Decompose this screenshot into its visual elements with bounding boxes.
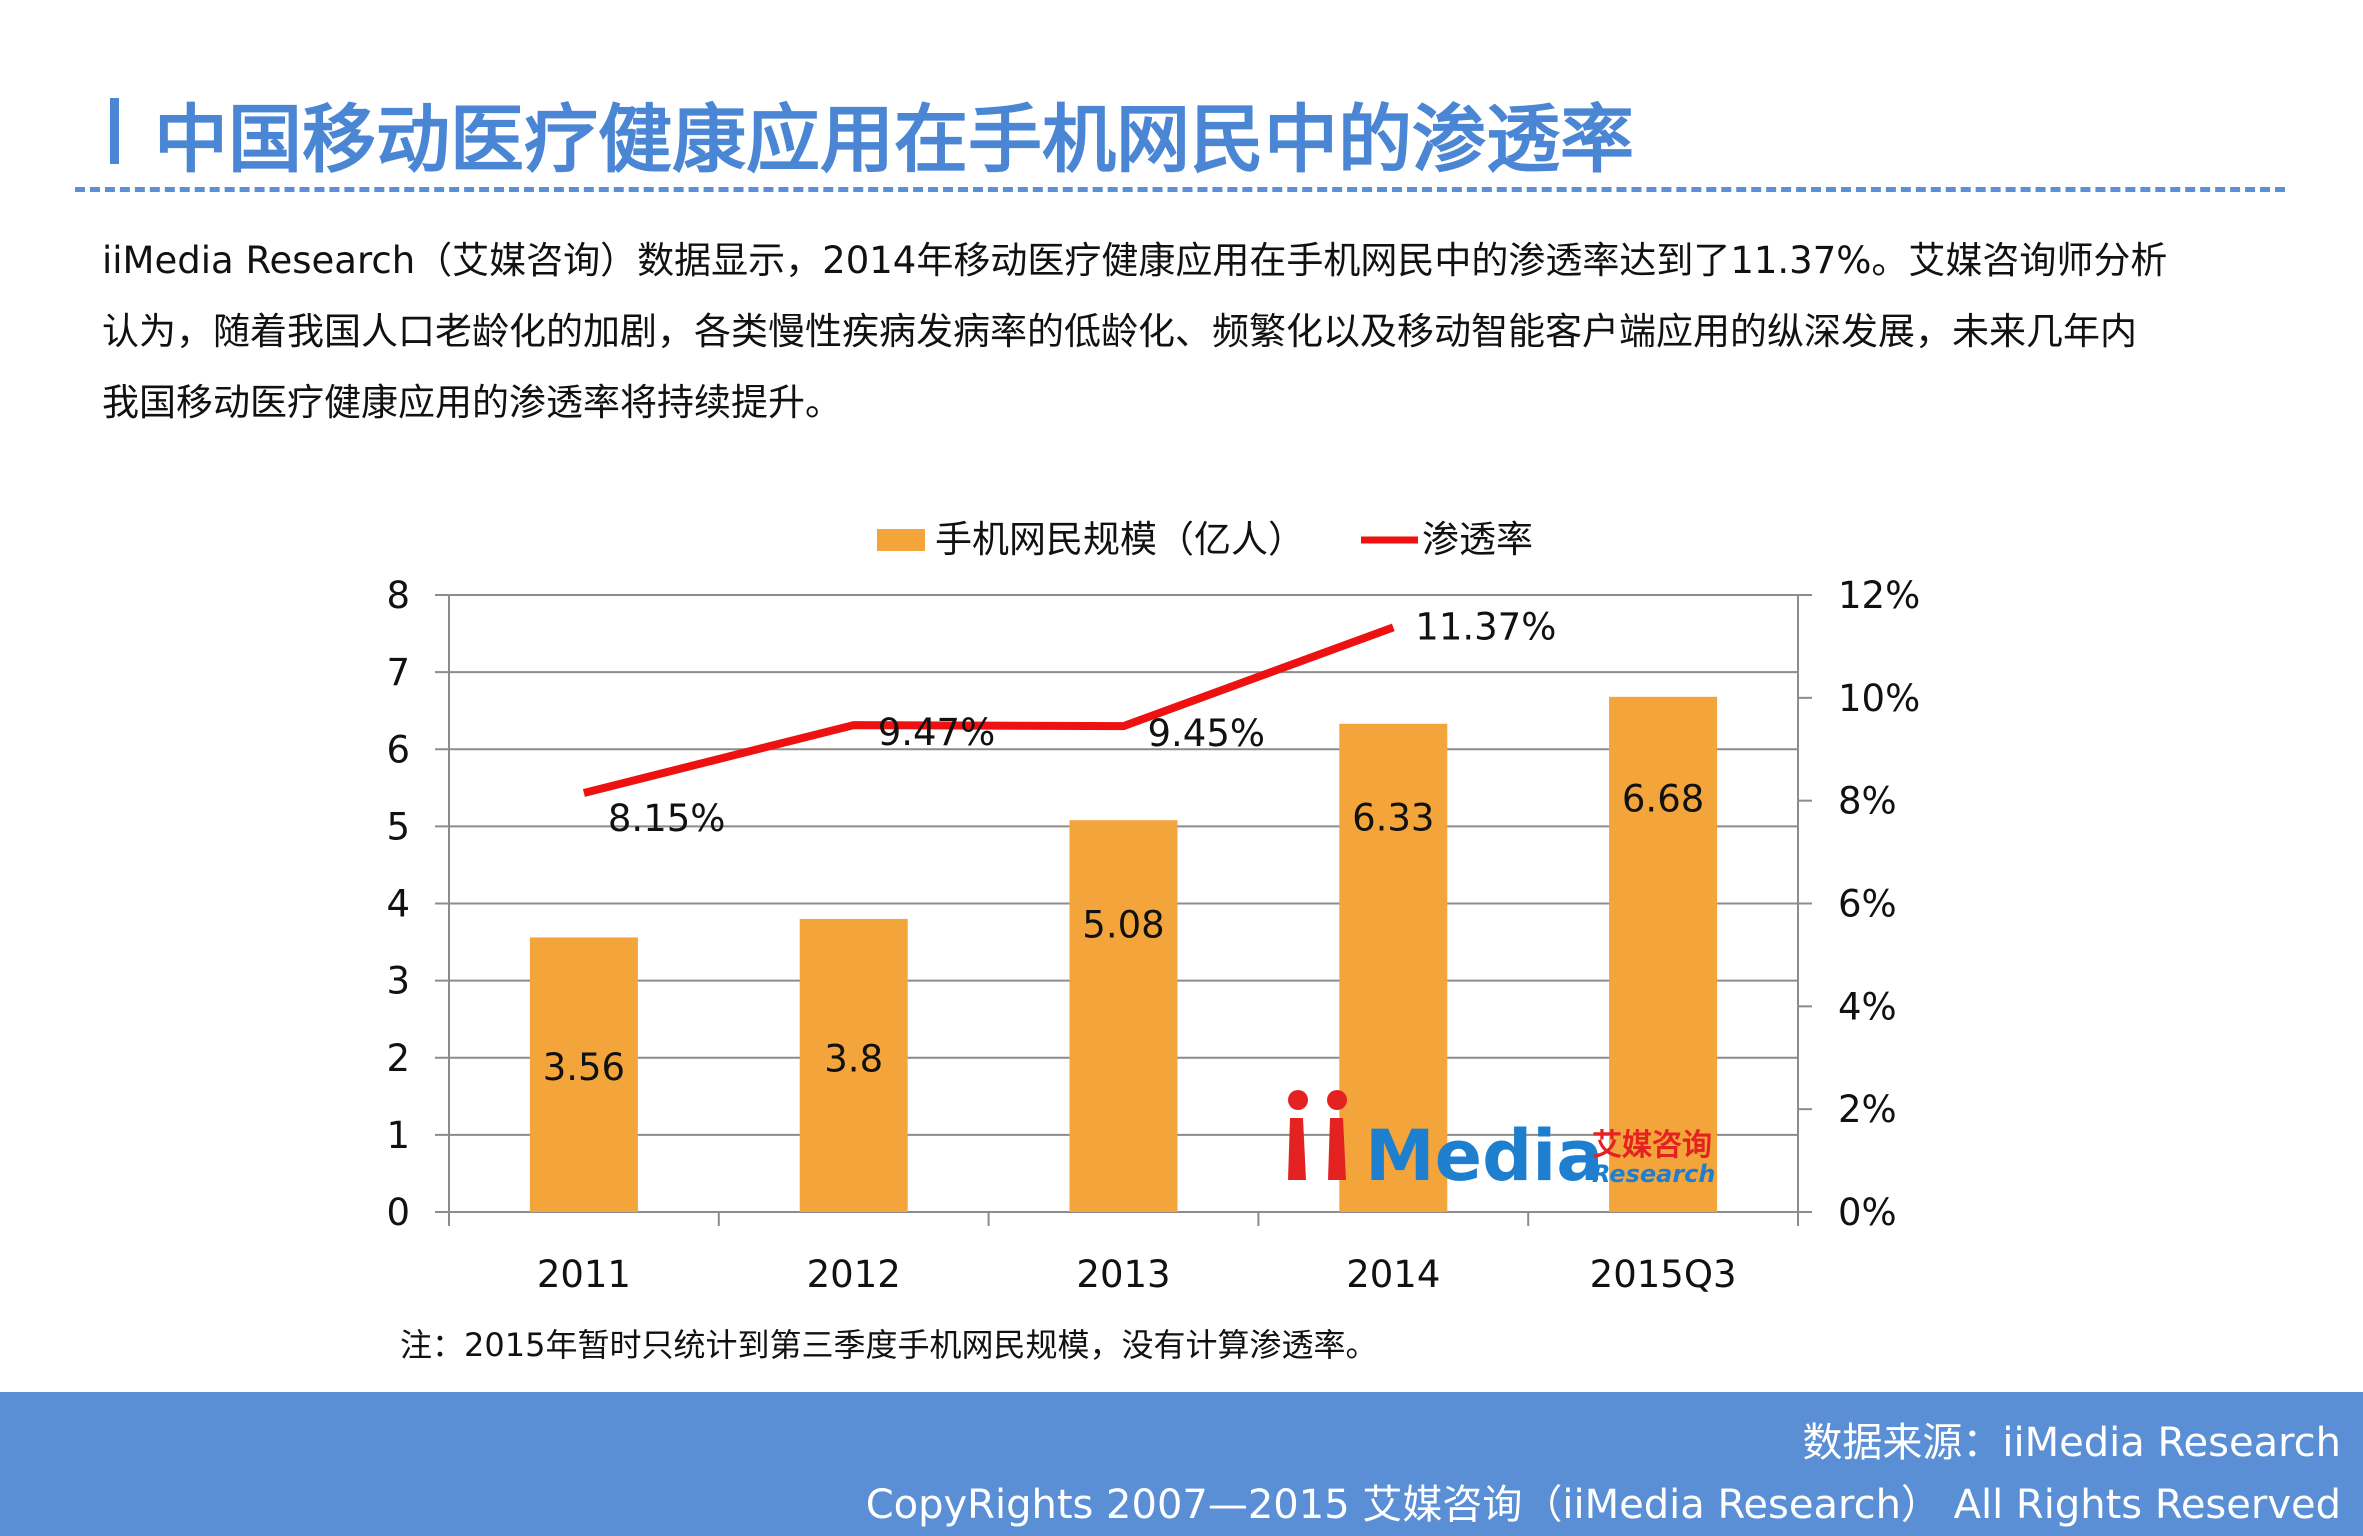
left-tick-label: 4	[386, 883, 410, 926]
left-tick-label: 0	[386, 1191, 410, 1234]
line-value-label: 11.37%	[1415, 605, 1556, 648]
imedia-watermark-logo: Media 艾媒咨询 Research	[1288, 1090, 1715, 1197]
left-tick-label: 6	[386, 728, 410, 771]
right-tick-label: 8%	[1838, 780, 1897, 823]
bar-value-label: 3.56	[543, 1046, 625, 1089]
bar-value-label: 5.08	[1082, 904, 1164, 947]
line-value-label: 9.47%	[878, 711, 996, 754]
paragraph-line: 我国移动医疗健康应用的渗透率将持续提升。	[102, 381, 842, 424]
x-tick-label: 2014	[1346, 1253, 1440, 1296]
bar	[1069, 820, 1178, 1212]
left-tick-label: 2	[386, 1037, 410, 1080]
line-value-label: 8.15%	[608, 797, 726, 840]
combo-chart: 0 1 2 3 4 5 6 7 8 0% 2% 4% 6% 8% 10% 12% Media 艾媒咨询 Res…	[386, 518, 1920, 1296]
left-tick-label: 3	[386, 960, 410, 1003]
legend-line-label: 渗透率	[1422, 518, 1533, 561]
right-tick-label: 4%	[1838, 985, 1897, 1028]
left-tick-label: 8	[386, 574, 410, 617]
left-tick-label: 5	[386, 805, 410, 848]
right-tick-label: 10%	[1838, 677, 1920, 720]
footer-band: 数据来源：iiMedia Research CopyRights 2007—20…	[0, 1392, 2363, 1536]
paragraph-line: 认为，随着我国人口老龄化的加剧，各类慢性疾病发病率的低龄化、频繁化以及移动智能客…	[102, 310, 2137, 353]
right-tick-label: 6%	[1838, 883, 1897, 926]
bar-value-label: 3.8	[824, 1037, 883, 1080]
footer-source: 数据来源：iiMedia Research	[1802, 1420, 2341, 1466]
right-tick-label: 0%	[1838, 1191, 1897, 1234]
bar	[1609, 696, 1718, 1212]
right-tick-label: 12%	[1838, 574, 1920, 617]
chart-note: 注：2015年暂时只统计到第三季度手机网民规模，没有计算渗透率。	[400, 1326, 1378, 1364]
bar-value-label: 6.68	[1622, 777, 1704, 820]
title-accent-bar	[110, 98, 119, 164]
watermark-sub: Research	[1592, 1160, 1715, 1188]
penetration-line	[582, 623, 1395, 797]
right-tick-label: 2%	[1838, 1088, 1897, 1131]
summary-paragraph: iiMedia Research（艾媒咨询）数据显示，2014年移动医疗健康应用…	[102, 225, 2282, 438]
watermark-cn: 艾媒咨询	[1592, 1128, 1712, 1163]
legend-bar-swatch	[877, 529, 925, 551]
x-tick-label: 2012	[807, 1253, 901, 1296]
x-tick-label: 2013	[1076, 1253, 1170, 1296]
bar	[1339, 723, 1448, 1212]
svg-text:Media: Media	[1365, 1115, 1603, 1197]
title-divider	[75, 187, 2285, 192]
footer-copyright: CopyRights 2007—2015 艾媒咨询（iiMedia Resear…	[865, 1482, 2341, 1528]
paragraph-line: iiMedia Research（艾媒咨询）数据显示，2014年移动医疗健康应用…	[102, 239, 2168, 282]
page-title: 中国移动医疗健康应用在手机网民中的渗透率	[154, 97, 1634, 183]
legend-bar-label: 手机网民规模（亿人）	[935, 518, 1305, 561]
left-tick-label: 1	[386, 1114, 410, 1157]
x-tick-label: 2011	[537, 1253, 631, 1296]
bar	[799, 918, 908, 1212]
bar	[529, 937, 638, 1212]
x-tick-label: 2015Q3	[1590, 1253, 1737, 1296]
left-tick-label: 7	[386, 651, 410, 694]
bar-value-label: 6.33	[1352, 796, 1434, 839]
line-value-label: 9.45%	[1148, 712, 1266, 755]
